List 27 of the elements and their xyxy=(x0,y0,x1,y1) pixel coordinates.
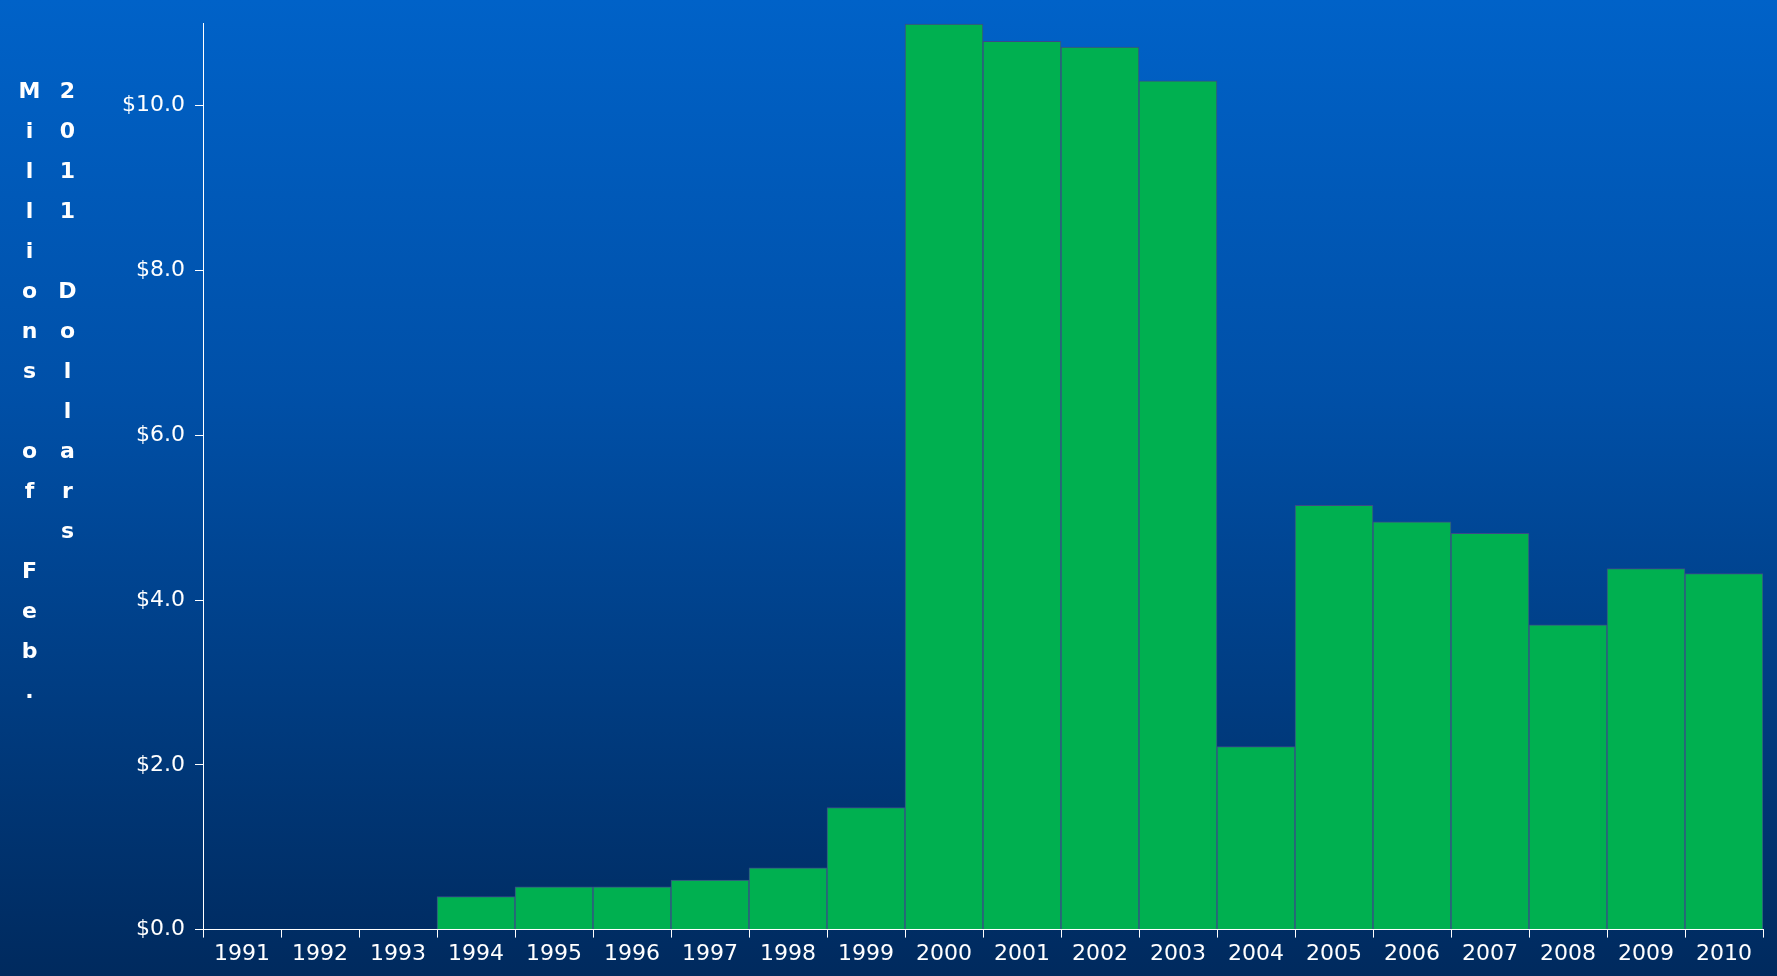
y-tick-label: $2.0 xyxy=(136,750,185,776)
x-tick-label: 1996 xyxy=(604,939,660,965)
y-tick-label: $6.0 xyxy=(136,420,185,446)
y-tick-label: $8.0 xyxy=(136,256,185,282)
y-tick-label: $4.0 xyxy=(136,585,185,611)
x-tick-label: 1992 xyxy=(292,939,348,965)
y-axis-title: Millions of Feb. 2011 Dollars xyxy=(16,78,81,720)
x-tick-label: 1995 xyxy=(526,939,582,965)
x-tick-label: 2004 xyxy=(1228,939,1284,965)
x-tick-label: 1997 xyxy=(682,939,738,965)
x-tick-label: 2006 xyxy=(1384,939,1440,965)
x-tick-label: 2000 xyxy=(916,939,972,965)
x-tick-label: 2008 xyxy=(1540,939,1596,965)
x-tick-label: 2009 xyxy=(1618,939,1674,965)
x-tick-label: 1994 xyxy=(448,939,504,965)
x-tick-label: 2002 xyxy=(1072,939,1128,965)
x-tick-label: 2010 xyxy=(1696,939,1752,965)
y-tick-label: $0.0 xyxy=(136,915,185,941)
x-tick-label: 1999 xyxy=(838,939,894,965)
x-tick-label: 2001 xyxy=(994,939,1050,965)
x-tick-label: 1998 xyxy=(760,939,816,965)
x-tick-label: 1993 xyxy=(370,939,426,965)
y-tick-label: $10.0 xyxy=(122,91,185,117)
x-tick-label: 2007 xyxy=(1462,939,1518,965)
x-tick-label: 2003 xyxy=(1150,939,1206,965)
x-tick-label: 2005 xyxy=(1306,939,1362,965)
x-tick-label: 1991 xyxy=(214,939,270,965)
